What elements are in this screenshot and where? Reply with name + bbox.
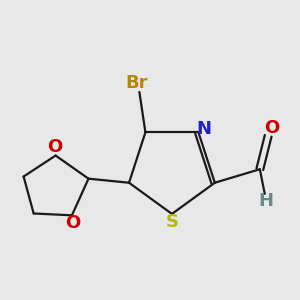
Text: S: S [165, 213, 178, 231]
Text: O: O [264, 119, 279, 137]
Text: O: O [47, 138, 62, 156]
Text: Br: Br [125, 74, 148, 92]
Text: N: N [196, 120, 211, 138]
Text: H: H [259, 192, 274, 210]
Text: O: O [65, 214, 81, 232]
